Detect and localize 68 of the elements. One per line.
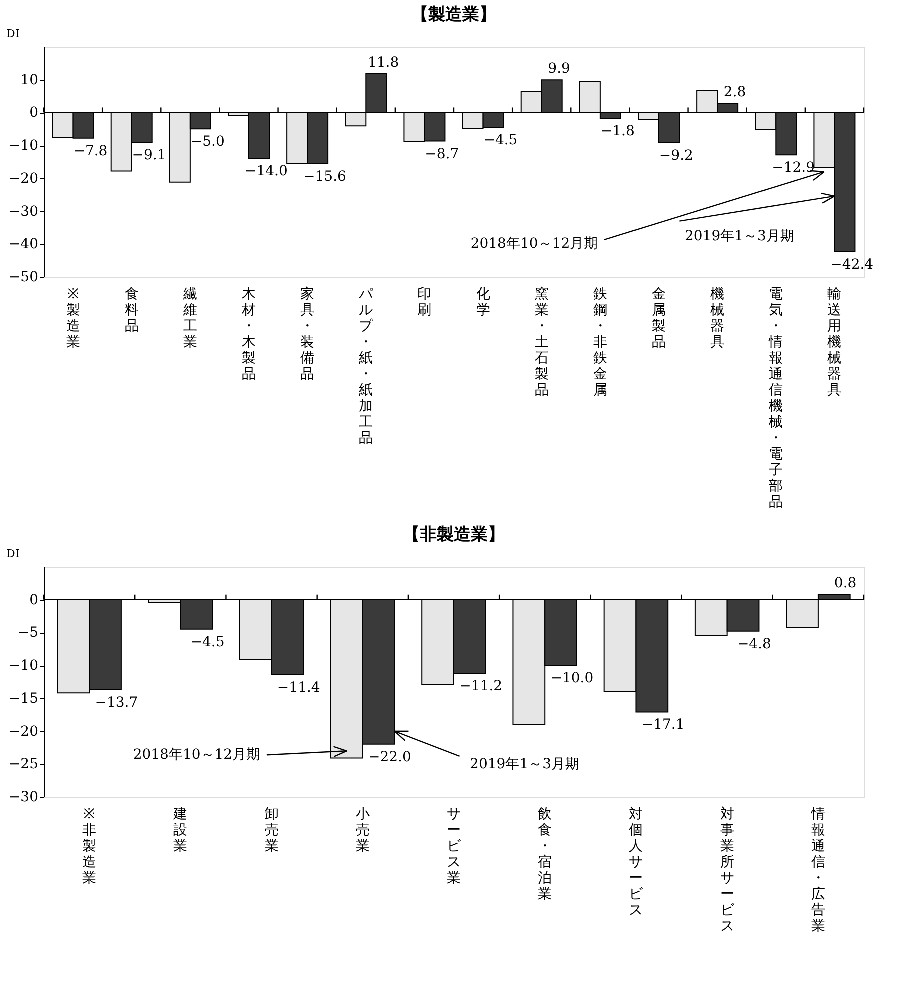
- y-tick-label: −30: [8, 204, 38, 220]
- data-label: −5.0: [190, 134, 225, 150]
- data-label: −22.0: [368, 749, 412, 766]
- y-tick-label: −20: [8, 170, 38, 187]
- chart-title: 【製造業】: [412, 5, 496, 25]
- data-label: −4.8: [737, 636, 772, 652]
- x-tick-label: 食料品: [124, 286, 139, 334]
- x-tick-label: 印刷: [418, 286, 432, 318]
- x-tick-label: 家具・装備品: [300, 286, 315, 382]
- y-tick-label: −50: [8, 270, 38, 286]
- y-tick-label: −15: [8, 690, 38, 707]
- x-tick-label: 鉄鋼・非鉄金属: [593, 286, 608, 398]
- x-tick-label: ※非製造業: [82, 806, 97, 886]
- y-tick-label: −25: [8, 756, 38, 773]
- x-tick-label: 窯業・土石製品: [534, 286, 549, 398]
- data-label: −1.8: [600, 124, 635, 140]
- data-label: −42.4: [830, 257, 874, 274]
- data-label: −14.0: [244, 164, 288, 180]
- data-label: −11.2: [460, 678, 503, 694]
- x-tick-label: 建設業: [172, 806, 188, 854]
- data-label: −9.1: [132, 148, 166, 164]
- data-label: −17.1: [642, 717, 685, 734]
- x-tick-label: 小売業: [356, 806, 370, 854]
- data-label: 2.8: [724, 84, 746, 101]
- data-label: −10.0: [550, 670, 594, 687]
- y-tick-label: 0: [30, 592, 38, 608]
- x-tick-label: 飲食・宿泊業: [538, 806, 552, 902]
- x-tick-label: 対個人サービス: [629, 806, 644, 918]
- data-label: −12.9: [772, 160, 816, 176]
- chart-title: 【非製造業】: [403, 525, 505, 545]
- x-tick-label: ※製造業: [66, 286, 80, 350]
- category-label: 電気・情報通信機械・電子部品: [769, 286, 784, 510]
- text: 2019年1～3月期: [470, 756, 580, 772]
- y-tick-label: 10: [20, 72, 38, 88]
- data-label: 0.8: [834, 576, 857, 592]
- data-label: −4.5: [190, 634, 225, 650]
- x-tick-label: 対事業所サービス: [720, 806, 736, 934]
- y-tick-label: −40: [8, 236, 38, 253]
- x-tick-label: サービス業: [447, 806, 462, 886]
- y-tick-label: −30: [8, 790, 38, 806]
- data-label: −9.2: [659, 148, 694, 164]
- x-tick-label: 化学: [476, 286, 490, 318]
- x-tick-label: 輸送用機械器具: [828, 286, 842, 398]
- data-label: 9.9: [548, 61, 570, 78]
- x-tick-label: 木材・木製品: [241, 286, 256, 382]
- x-tick-label: 情報通信・広告業: [810, 806, 826, 934]
- y-axis-title: DI: [6, 548, 20, 560]
- y-tick-label: −10: [8, 658, 38, 674]
- y-tick-label: −10: [8, 138, 38, 154]
- text: 2018年10～12月期: [133, 747, 261, 764]
- data-label: 11.8: [368, 54, 400, 71]
- x-tick-label: 金属製品: [652, 286, 666, 350]
- text: 2018年10～12月期: [470, 236, 598, 252]
- data-label: −4.5: [484, 132, 518, 148]
- y-tick-label: −5: [18, 625, 38, 642]
- text: 2019年1～3月期: [684, 228, 794, 244]
- x-tick-label: 繊維工業: [182, 286, 198, 350]
- data-label: −7.8: [74, 143, 108, 160]
- data-label: −15.6: [304, 168, 347, 185]
- data-label: −13.7: [95, 694, 138, 711]
- category-label: パルプ・紙・紙加工品: [359, 286, 374, 446]
- y-tick-label: −20: [8, 724, 38, 740]
- x-tick-label: 機械器具: [710, 286, 725, 350]
- x-tick-label: 卸売業: [264, 806, 279, 854]
- data-label: −8.7: [425, 146, 460, 162]
- data-label: −11.4: [277, 680, 320, 696]
- y-axis-title: DI: [6, 28, 20, 40]
- y-tick-label: 0: [30, 105, 38, 122]
